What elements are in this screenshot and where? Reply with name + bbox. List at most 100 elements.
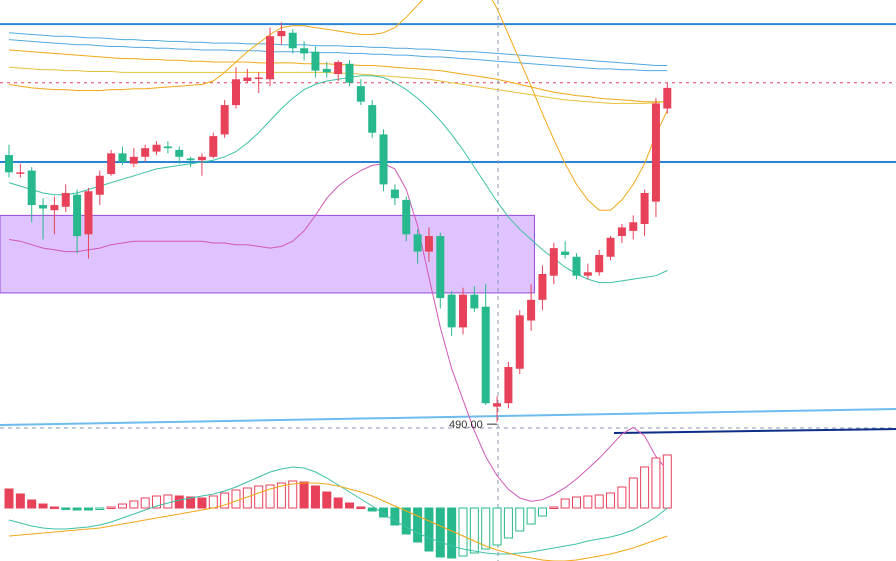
candle-body [186,158,195,161]
candle-body [447,294,456,328]
candle-body [107,153,116,175]
candle-body [470,294,479,309]
macd-bar [83,507,93,511]
candle-body [232,79,240,106]
candle [175,146,184,164]
candle-body [538,273,547,300]
ma-blue-slow-line [8,32,668,66]
macd-bar [95,507,105,510]
candle [402,196,411,242]
macd-bar [662,454,672,509]
candle-body [379,134,388,185]
candle-body [334,62,343,75]
candle [561,241,570,259]
macd-bar [220,492,230,509]
macd-bar [469,507,479,554]
candle-body [459,294,467,328]
candle [493,396,502,423]
macd-bar [424,507,434,552]
candle [617,224,626,243]
candle [629,215,638,240]
macd-bar [628,477,638,509]
candle-body [504,367,513,404]
candle-body [5,155,13,173]
candle [232,67,240,109]
macd-bar [606,492,616,509]
candle-body [152,144,161,152]
macd-bar [276,482,286,509]
candle-body [129,156,138,164]
candle [606,236,615,261]
candle [459,287,467,335]
candle-body [277,31,286,37]
macd-bar [140,497,150,509]
candle [107,149,116,176]
candle [118,146,127,166]
candle-body [436,236,445,299]
candle-body [16,172,25,174]
candle [538,265,547,311]
candle-body [481,306,490,404]
candle [220,99,229,138]
candle [390,184,399,206]
ma-orange-line [8,0,668,211]
candle [345,60,354,87]
candle [300,41,309,61]
macd-bar [651,457,661,509]
candle [515,310,524,374]
macd-bar [15,493,25,509]
candle-body [640,192,649,224]
candle [356,79,365,106]
candle-body [141,148,150,157]
candle [163,141,172,154]
candle-body [617,227,626,237]
candle [379,129,388,192]
macd-bar [413,507,423,543]
candle [572,253,581,280]
macd-bar [322,491,332,509]
candle-body [583,272,592,276]
trend-line-light [0,408,896,426]
candle-body [629,222,638,231]
candle [73,189,82,254]
candle-body [254,77,263,80]
candle-body [572,256,581,276]
macd-bar [49,506,59,509]
candle [5,144,13,178]
macd-fast-line [8,466,668,555]
candle-body [163,146,172,149]
candle [277,22,286,45]
candle [27,167,36,223]
ma-blue-line [8,39,668,72]
macd-bar [492,507,502,546]
candle [95,170,104,206]
labels-layer: 490.00 [449,419,498,431]
macd-bar [379,507,389,518]
macd-bar [254,485,264,509]
candle [481,284,490,405]
macd-bar [129,500,139,509]
candle [413,229,422,264]
macd-bar [560,498,570,509]
candle [186,156,195,168]
candle [334,60,343,81]
candle [16,163,25,178]
candle [424,227,433,262]
macd-bar [356,506,366,509]
candle-body [266,36,275,80]
candle-body [356,86,365,102]
candle-body [95,175,104,195]
candle-body [243,77,252,81]
macd-bar [458,507,468,557]
candle [322,62,331,78]
candle-body [73,194,82,237]
low-price-label: 490.00 [449,419,483,431]
macd-bar [163,494,173,509]
candle [311,46,320,78]
macd-panel [4,454,672,561]
macd-bar [367,507,377,512]
candle [470,286,479,312]
candle [663,82,672,114]
